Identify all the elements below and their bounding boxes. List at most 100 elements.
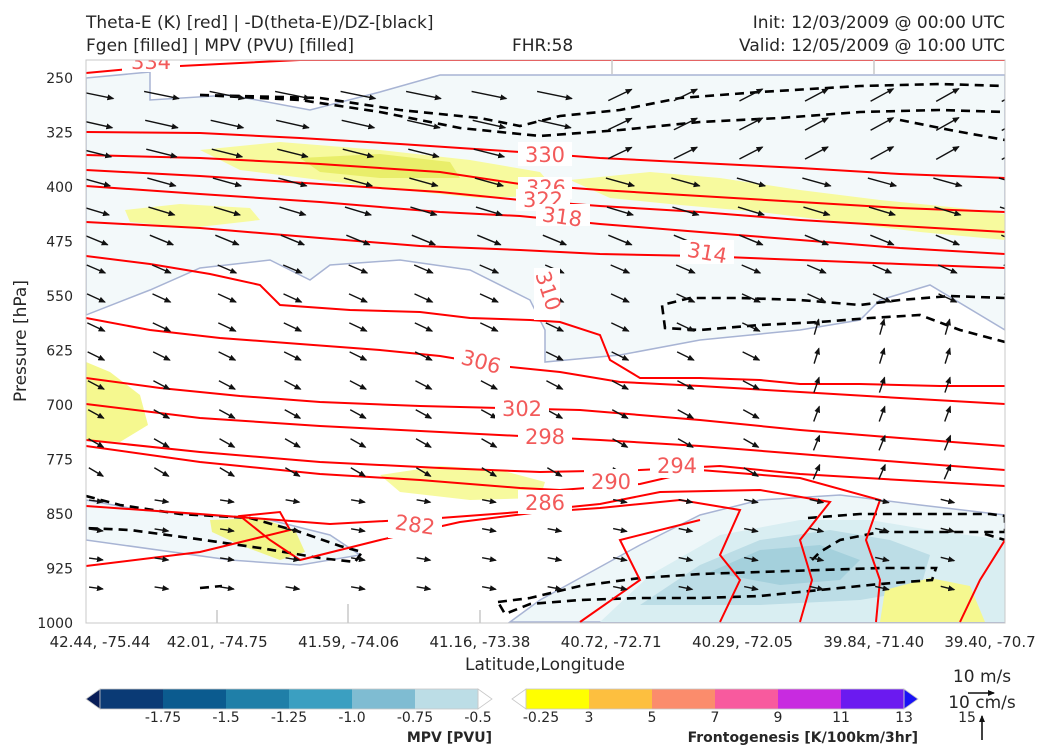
wind-vector <box>1003 264 1005 267</box>
wind-vector <box>481 438 498 448</box>
wind-vector <box>219 438 236 448</box>
colorbar-tick-label: -0.5 <box>464 710 491 726</box>
wind-vector <box>215 234 240 246</box>
wind-vector <box>739 117 764 131</box>
y-tick-label: 775 <box>46 453 73 469</box>
wind-vector <box>153 438 170 448</box>
wind-vector <box>87 409 105 419</box>
wind-vector <box>285 585 301 592</box>
wind-vector <box>348 264 369 274</box>
wind-vector <box>672 206 700 217</box>
wind-vector <box>87 322 106 332</box>
colorbar-segment <box>715 689 779 709</box>
wind-vector <box>813 376 820 393</box>
wind-vector <box>409 177 439 188</box>
x-tick-label: 41.59, -74.06 <box>298 633 399 651</box>
wind-vector <box>415 467 432 477</box>
theta-label-298: 298 <box>525 425 565 449</box>
wind-vector <box>1006 499 1020 502</box>
wind-vector <box>806 264 827 274</box>
wind-vector <box>739 234 764 246</box>
wind-vector <box>477 234 502 246</box>
wind-vector <box>86 264 107 274</box>
wind-vector <box>340 90 377 101</box>
fgen-colorbar <box>511 688 919 710</box>
wind-vector <box>935 234 961 246</box>
title-line-1: Theta-E (K) [red] | -D(theta-E)/DZ-[blac… <box>86 13 434 33</box>
wind-vector <box>813 318 820 335</box>
wind-vector <box>611 409 629 419</box>
wind-vector <box>934 206 962 217</box>
wind-vector <box>545 351 564 361</box>
wind-vector <box>415 409 433 419</box>
wind-vector <box>935 117 960 131</box>
theta-label-282: 282 <box>393 510 436 539</box>
wind-vector <box>677 438 694 448</box>
wind-vector <box>472 119 507 130</box>
wind-vector <box>283 322 303 332</box>
colorbar-tick-label: -1.75 <box>145 710 181 726</box>
wind-vector <box>279 206 307 217</box>
wind-vector <box>744 585 759 592</box>
colorbar-tick-label: 9 <box>774 710 783 726</box>
wind-vector <box>875 556 890 563</box>
wind-vector <box>86 149 113 159</box>
wind-vector <box>944 347 951 364</box>
wind-vector <box>415 380 433 390</box>
wind-vector <box>804 146 829 160</box>
wind-vector <box>481 498 497 505</box>
wind-vector <box>1010 406 1016 421</box>
wind-vector <box>277 148 309 159</box>
wind-vector <box>678 498 694 505</box>
plot-frame <box>85 59 1006 624</box>
wind-vector <box>538 119 572 130</box>
wind-vector <box>943 463 952 480</box>
wind-vector <box>350 438 367 448</box>
wind-vector <box>938 293 958 303</box>
wind-vector <box>546 409 564 419</box>
x-tick-label: 42.44, -75.44 <box>50 633 151 651</box>
wind-vector <box>147 177 177 188</box>
forecast-hour: FHR:58 <box>512 36 574 56</box>
wind-vector <box>475 206 504 217</box>
wind-vector <box>1003 293 1005 296</box>
wind-vector <box>473 148 506 159</box>
wind-vector <box>878 347 886 364</box>
wind-vector <box>1010 465 1016 480</box>
wind-vector <box>812 463 821 480</box>
x-tick-label: 39.40, -70.7 <box>944 633 1035 651</box>
wind-vector <box>145 119 179 130</box>
wind-vector <box>86 121 114 130</box>
wind-vector <box>804 88 829 102</box>
wind-vector <box>613 498 628 505</box>
wind-vector <box>813 347 820 364</box>
colorbar-extend-high <box>477 688 493 710</box>
wind-vector <box>809 556 825 563</box>
wind-vector <box>742 351 761 361</box>
x-tick-label: 41.16, -73.38 <box>429 633 530 651</box>
wind-vector <box>481 556 497 563</box>
wind-vector <box>148 206 176 217</box>
wind-vector <box>219 498 235 505</box>
wind-vector <box>677 380 695 390</box>
colorbar-segment <box>352 689 416 709</box>
wind-vector <box>149 234 175 246</box>
mpv-colorbar-ticks: -1.75 -1.5 -1.25 -1.0 -0.75 -0.5 -0.25 <box>145 710 559 726</box>
wind-vector <box>812 434 821 451</box>
wind-vector <box>809 498 825 505</box>
wind-vector <box>349 322 368 332</box>
wind-vector <box>998 177 1005 181</box>
colorbar-segment <box>652 689 716 709</box>
wind-vector <box>410 206 438 217</box>
wind-vector <box>878 434 886 451</box>
wind-vector <box>542 234 568 246</box>
wind-vector <box>809 527 825 534</box>
y-axis-label: Pressure [hPa] <box>11 280 31 402</box>
wind-vector <box>471 90 508 101</box>
wind-vector <box>741 264 762 274</box>
wind-vector <box>88 556 104 563</box>
wind-vector <box>154 527 170 534</box>
wind-vector <box>547 527 563 534</box>
wind-vector <box>411 234 437 246</box>
wind-vector <box>86 178 112 188</box>
